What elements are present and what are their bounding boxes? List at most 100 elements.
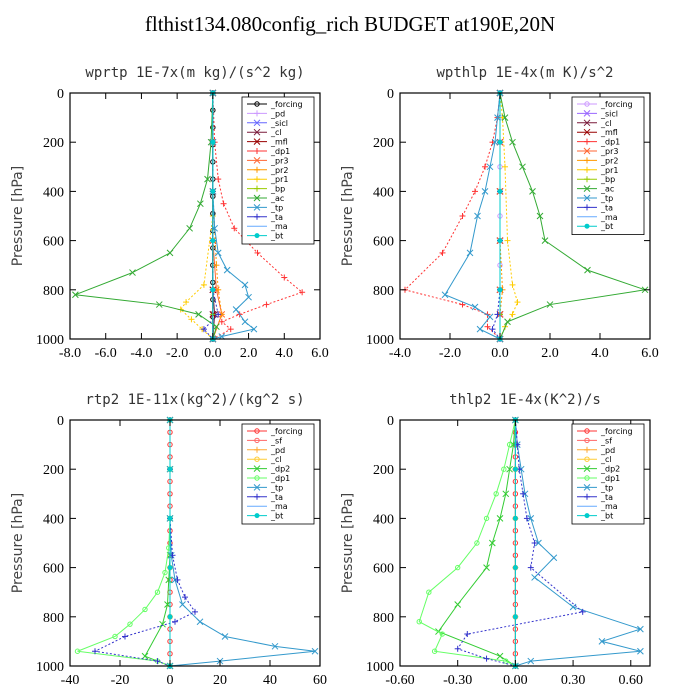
legend-label: _dp1 [270, 147, 290, 156]
x-tick-label: -2.0 [439, 346, 461, 361]
legend-label: _dp1 [270, 474, 290, 483]
y-tick-label: 400 [43, 512, 64, 527]
series-marker [254, 456, 260, 462]
legend-label: _tp [600, 483, 613, 492]
legend-label: _pr2 [270, 166, 288, 175]
legend-label: _bt [270, 512, 283, 521]
series-line [77, 420, 171, 667]
legend-label: _forcing [270, 427, 303, 436]
series-marker [167, 565, 173, 571]
series-marker [483, 515, 490, 522]
y-tick-label: 800 [373, 284, 394, 299]
plot-frame [69, 419, 321, 667]
legend-label: _ma [270, 502, 288, 511]
series-marker [497, 238, 503, 244]
series-marker [536, 212, 544, 220]
series-marker [253, 119, 261, 127]
series-marker [509, 138, 516, 146]
x-tick-label: -4.0 [130, 346, 152, 361]
series-marker [546, 301, 554, 308]
series-line [75, 92, 218, 340]
legend-label: _sicl [270, 119, 288, 128]
series-marker [584, 223, 590, 229]
figure-title: flthist134.080config_rich BUDGET at190E,… [144, 12, 556, 36]
y-tick-label: 600 [373, 562, 394, 577]
legend-label: _cl [270, 128, 282, 137]
series-marker [583, 484, 591, 491]
series-marker [583, 147, 591, 155]
y-tick-label: 800 [43, 284, 64, 299]
x-tick-label: 0.0 [204, 346, 222, 361]
legend-box [241, 96, 315, 245]
series-marker [254, 101, 260, 107]
series-marker [426, 589, 432, 595]
series-marker [496, 652, 504, 660]
chart-panel-3: rtp2 1E-11x(kg^2)/(kg^2 s) Pressure [hPa]… [10, 392, 327, 688]
legend-label: _pr3 [600, 147, 618, 156]
x-tick-label: 2.0 [541, 346, 559, 361]
x-tick-label: -40 [61, 673, 80, 688]
series-marker [155, 301, 163, 308]
series-marker [584, 428, 590, 434]
legend: _forcing_sf_pd_cl_dp2_dp1_tp_ta_ma_bt [241, 423, 315, 525]
x-tick-label: 0.00 [503, 673, 528, 688]
series-marker [483, 564, 490, 571]
legend-label: _forcing [270, 100, 303, 109]
series-marker [519, 163, 526, 171]
series-marker [584, 513, 590, 519]
series-marker [254, 475, 260, 481]
series-line [93, 420, 196, 667]
series-marker [271, 642, 279, 650]
series-marker [253, 465, 261, 472]
series-line [404, 92, 501, 340]
series-marker [454, 601, 462, 608]
legend-label: _pr3 [270, 156, 288, 165]
legend-label: _ma [600, 502, 618, 511]
series-marker [454, 564, 461, 571]
series-marker [584, 101, 590, 107]
series-marker [541, 237, 549, 244]
series-dp1 [402, 90, 503, 342]
legend-label: _tp [270, 483, 283, 492]
series-marker [497, 287, 503, 293]
series-marker [535, 539, 542, 547]
legend-label: _pr2 [600, 156, 618, 165]
series-marker [512, 466, 518, 472]
legend-label: _pd [270, 446, 285, 455]
y-tick-label: 600 [43, 562, 64, 577]
series-marker [253, 157, 261, 164]
y-axis-label: Pressure [hPa] [10, 166, 26, 266]
series-marker [493, 491, 499, 497]
series-marker [497, 188, 503, 194]
legend-label: _mfl [600, 128, 618, 137]
series-marker [486, 313, 494, 321]
x-tick-label: 0.0 [491, 346, 509, 361]
series-marker [159, 620, 166, 628]
series-marker [241, 281, 249, 289]
series-marker [506, 441, 513, 448]
series-marker [486, 163, 494, 171]
series-marker [241, 318, 249, 326]
panel-title: thlp2 1E-4x(K^2)/s [449, 392, 601, 408]
series-line [514, 419, 643, 667]
series-marker [127, 621, 133, 627]
series-ac [72, 89, 220, 343]
legend-label: _tp [600, 194, 613, 203]
legend-label: _pr1 [600, 166, 618, 175]
series-dp1 [74, 417, 173, 669]
series-marker [165, 576, 173, 584]
series-marker [142, 606, 148, 613]
legend-label: _ta [600, 203, 613, 212]
legend-label: _bt [270, 232, 283, 241]
y-tick-label: 400 [373, 185, 394, 200]
y-tick-label: 0 [387, 87, 394, 102]
series-marker [466, 249, 474, 257]
series-marker [474, 212, 481, 220]
series-marker [254, 428, 260, 434]
series-marker [637, 647, 644, 655]
legend-label: _ma [600, 213, 618, 222]
series-marker [253, 194, 261, 202]
series-marker [512, 565, 518, 571]
y-tick-label: 600 [373, 235, 394, 250]
